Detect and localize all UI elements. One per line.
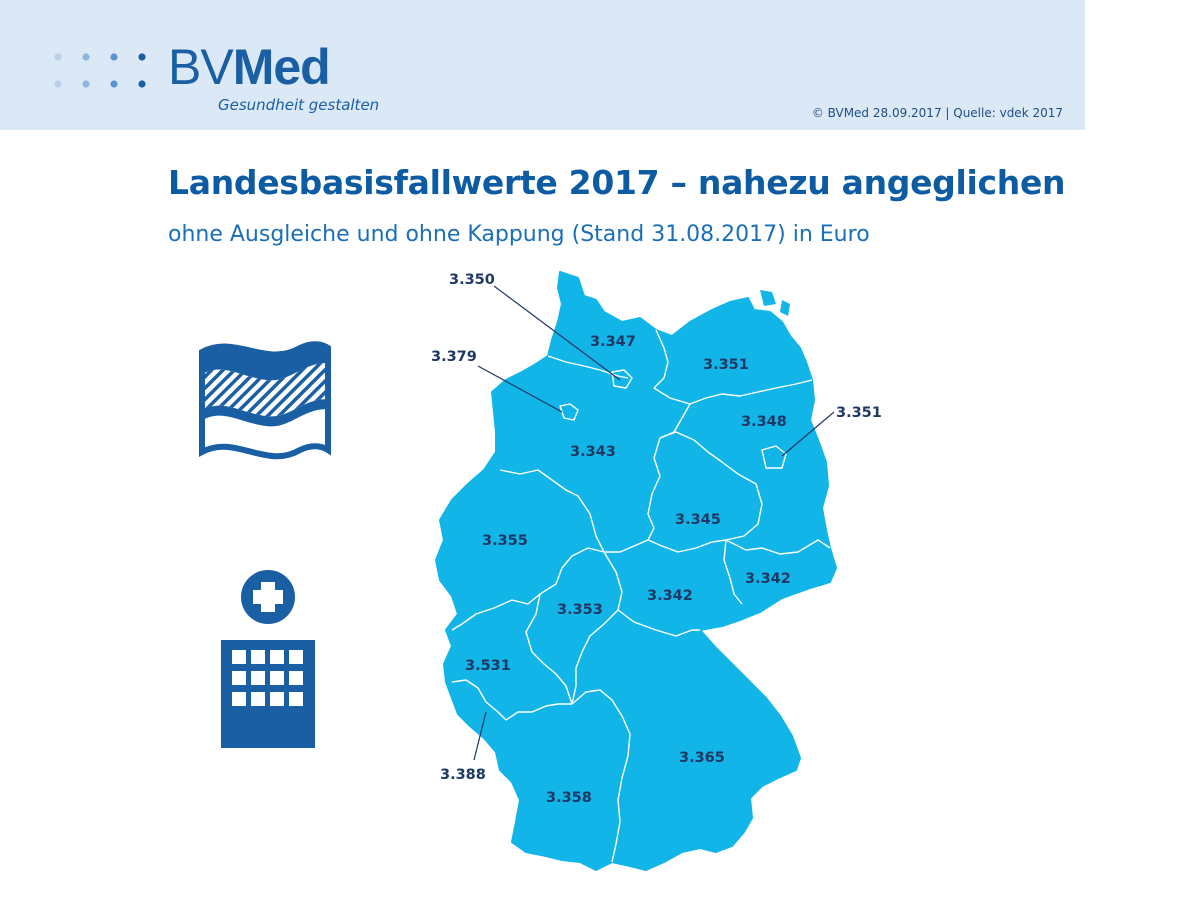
label-mecklenburg-vorpommern: 3.351 xyxy=(703,357,749,373)
germany-outline xyxy=(435,271,837,871)
label-bayern: 3.365 xyxy=(679,750,725,766)
label-niedersachsen: 3.343 xyxy=(570,444,616,460)
label-hamburg: 3.350 xyxy=(449,272,495,288)
label-hessen: 3.353 xyxy=(557,602,603,618)
header-banner: BVMed Gesundheit gestalten © BVMed 28.09… xyxy=(0,0,1085,130)
leader-hamburg xyxy=(493,285,621,381)
state-flag-icon xyxy=(199,341,331,460)
label-brandenburg: 3.348 xyxy=(741,414,787,430)
label-schleswig-holstein: 3.347 xyxy=(590,334,636,350)
label-baden-wuerttemberg: 3.358 xyxy=(546,790,592,806)
label-bremen: 3.379 xyxy=(431,349,477,365)
logo-wordmark: BVMed xyxy=(168,39,331,95)
label-thueringen: 3.342 xyxy=(647,588,693,604)
label-nordrhein-westfalen: 3.355 xyxy=(482,533,528,549)
leader-bremen xyxy=(477,365,563,413)
germany-map: 3.350 3.347 3.351 3.379 3.348 3.351 3.34… xyxy=(431,271,882,871)
label-rheinland-pfalz: 3.531 xyxy=(465,658,511,674)
hospital-icon xyxy=(221,570,315,748)
leader-saarland xyxy=(473,711,487,761)
page-subtitle: ohne Ausgleiche und ohne Kappung (Stand … xyxy=(168,222,870,247)
logo-dots-icon xyxy=(54,53,146,88)
baltic-coast-detail xyxy=(760,290,790,316)
state-borders xyxy=(451,329,831,863)
source-note: © BVMed 28.09.2017 | Quelle: vdek 2017 xyxy=(811,106,1063,120)
label-saarland: 3.388 xyxy=(440,767,486,783)
label-berlin: 3.351 xyxy=(836,405,882,421)
page-title: Landesbasisfallwerte 2017 – nahezu angeg… xyxy=(168,163,1066,202)
label-sachsen-anhalt: 3.345 xyxy=(675,512,721,528)
logo-prefix: BV xyxy=(168,39,234,95)
logo-tagline: Gesundheit gestalten xyxy=(218,96,380,114)
leader-lines xyxy=(473,285,835,761)
label-sachsen: 3.342 xyxy=(745,571,791,587)
logo-suffix: Med xyxy=(232,39,331,95)
leader-berlin xyxy=(781,411,835,457)
